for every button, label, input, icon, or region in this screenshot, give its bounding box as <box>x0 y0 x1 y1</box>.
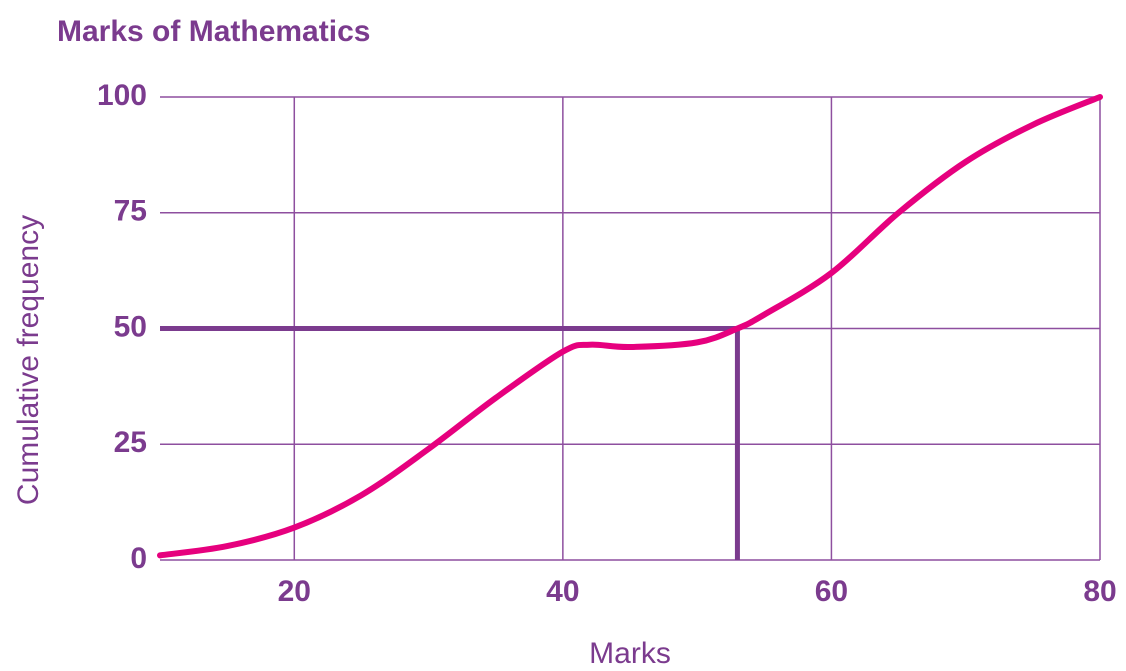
chart-title: Marks of Mathematics <box>57 15 370 48</box>
curve <box>157 94 1103 559</box>
y-axis-label: Cumulative frequency <box>12 215 45 505</box>
y-tick-label: 25 <box>114 426 147 459</box>
y-tick-label: 75 <box>114 195 147 228</box>
y-tick-label: 100 <box>97 79 147 112</box>
y-tick-label: 50 <box>114 310 147 343</box>
x-tick-label: 40 <box>546 575 579 608</box>
x-tick-label: 20 <box>278 575 311 608</box>
x-axis-label: Marks <box>589 637 671 670</box>
y-tick-label: 0 <box>130 542 147 575</box>
x-tick-label: 80 <box>1083 575 1116 608</box>
x-tick-label: 60 <box>815 575 848 608</box>
